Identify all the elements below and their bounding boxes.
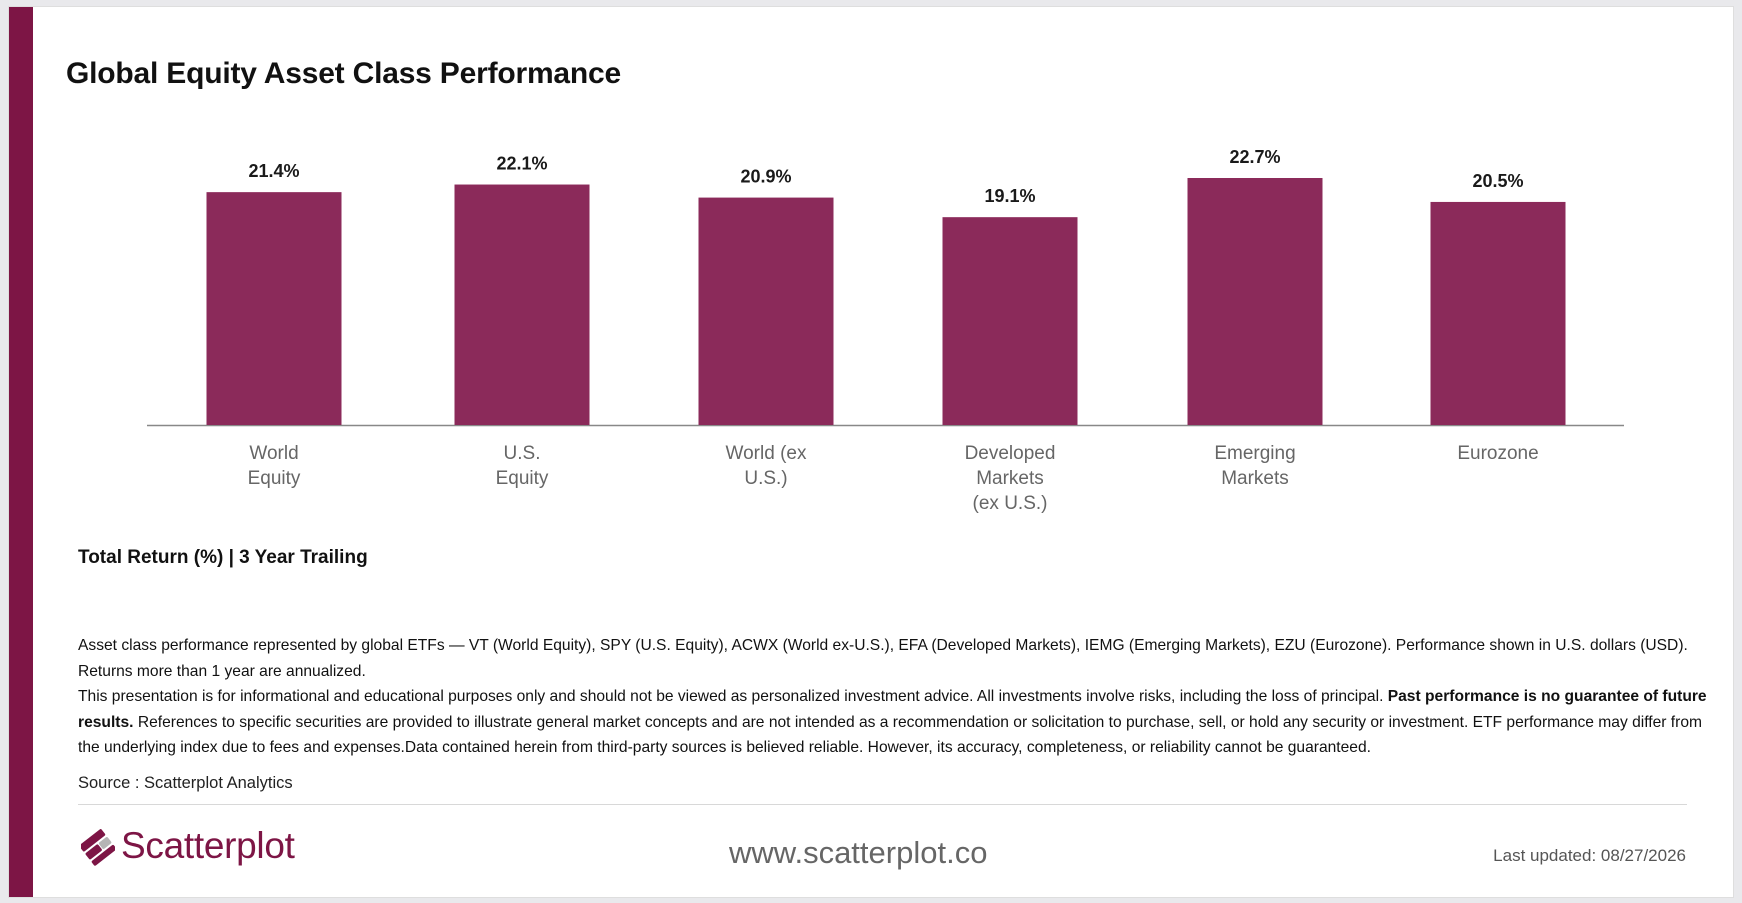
- chart-subtitle: Total Return (%) | 3 Year Trailing: [78, 547, 368, 568]
- bar-chart: 21.4% World Equity 22.1% U.S. Equity 20.9% Worl…: [147, 147, 1624, 514]
- chart-title: Global Equity Asset Class Performance: [66, 57, 622, 90]
- category-label: Developed Markets (ex U.S.): [965, 443, 1056, 514]
- footer-divider: [78, 804, 1687, 805]
- bar-value-label: 21.4%: [248, 161, 299, 181]
- bar-value-label: 22.1%: [496, 154, 547, 174]
- bar: [1187, 178, 1323, 425]
- category-label: Emerging Markets: [1214, 443, 1295, 489]
- accent-bar: [9, 7, 33, 897]
- bar-value-label: 20.9%: [740, 167, 791, 187]
- disclaimer-text-end: References to specific securities are pr…: [78, 713, 1702, 757]
- logo-text: Scatterplot: [121, 825, 295, 866]
- disclaimer-paragraph: This presentation is for informational a…: [78, 684, 1718, 761]
- category-label: World (ex U.S.): [726, 443, 807, 489]
- disclaimer-text-bold: Past performance is no guarantee of futu…: [78, 688, 1707, 731]
- disclaimer-text-start: This presentation is for informational a…: [78, 688, 1388, 705]
- bar: [206, 192, 342, 425]
- bar: [1430, 201, 1566, 425]
- source-text: Source : Scatterplot Analytics: [78, 774, 293, 792]
- scatterplot-logo: Scatterplot: [81, 825, 295, 867]
- category-label: World Equity: [248, 443, 301, 489]
- disclaimer-line-annualized: Returns more than 1 year are annualized.: [78, 662, 366, 680]
- category-label: Eurozone: [1457, 443, 1538, 464]
- bar-value-label: 22.7%: [1229, 147, 1280, 167]
- report-card: Global Equity Asset Class Performance 21…: [8, 6, 1734, 898]
- website-link[interactable]: www.scatterplot.co: [729, 835, 988, 870]
- disclaimer: Asset class performance represented by g…: [78, 633, 1718, 761]
- bar: [942, 217, 1078, 425]
- disclaimer-line-etfs: Asset class performance represented by g…: [78, 637, 1688, 654]
- bar: [454, 184, 590, 425]
- bar-value-label: 20.5%: [1472, 171, 1523, 191]
- scatterplot-logo-icon: [81, 829, 115, 866]
- last-updated: Last updated: 08/27/2026: [1493, 846, 1686, 865]
- bar-value-label: 19.1%: [984, 186, 1035, 206]
- bar: [698, 197, 834, 425]
- category-label: U.S. Equity: [496, 443, 549, 489]
